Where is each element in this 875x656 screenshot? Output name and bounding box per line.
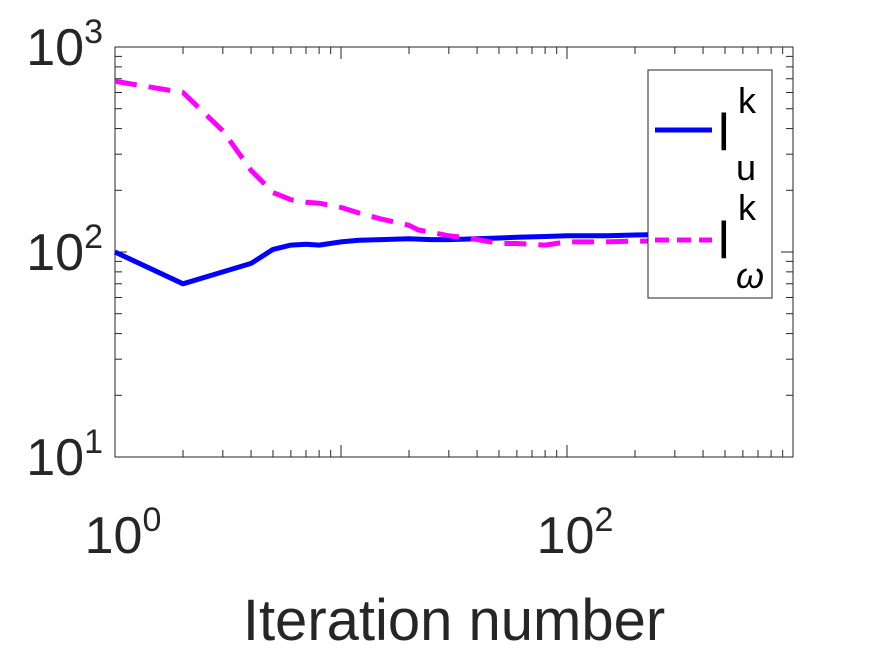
minor-ticks — [115, 47, 793, 457]
legend-entry-l-u: l k u — [718, 80, 757, 188]
x-tick-label-exp: 0 — [142, 501, 161, 539]
x-axis-title: Iteration number — [243, 588, 665, 653]
legend-label-l-omega-sub: ω — [736, 255, 764, 296]
legend-label-l-omega-sup: k — [738, 187, 757, 228]
y-tick-label-exp: 2 — [84, 218, 103, 256]
x-tick-label-base: 10 — [537, 507, 595, 565]
y-tick-label: 101 — [26, 423, 103, 487]
major-ticks — [114, 47, 793, 458]
legend-label-l-omega-main: l — [718, 212, 730, 270]
y-tick-label: 103 — [26, 13, 103, 77]
y-tick-label-base: 10 — [26, 224, 84, 282]
x-tick-label: 100 — [85, 501, 162, 565]
series-line-l-omega — [114, 78, 704, 248]
x-tick-labels: 100 102 — [85, 501, 614, 565]
legend-entry-l-omega: l k ω — [718, 187, 764, 296]
x-tick-label: 102 — [537, 501, 614, 565]
series-layer — [113, 78, 704, 287]
legend-label-l-u-sub: u — [736, 147, 756, 188]
y-tick-label-exp: 3 — [84, 13, 103, 51]
y-tick-label-base: 10 — [26, 19, 84, 77]
legend: l k u l k ω — [647, 69, 773, 299]
y-tick-label: 102 — [26, 218, 103, 282]
y-tick-label-exp: 1 — [84, 423, 103, 461]
x-tick-label-exp: 2 — [594, 501, 613, 539]
legend-label-l-u-main: l — [718, 104, 730, 162]
y-tick-label-base: 10 — [26, 429, 84, 487]
legend-box — [647, 69, 773, 299]
x-tick-label-base: 10 — [85, 507, 143, 565]
series-line-l-u — [113, 231, 704, 287]
legend-label-l-u-sup: k — [738, 80, 757, 121]
